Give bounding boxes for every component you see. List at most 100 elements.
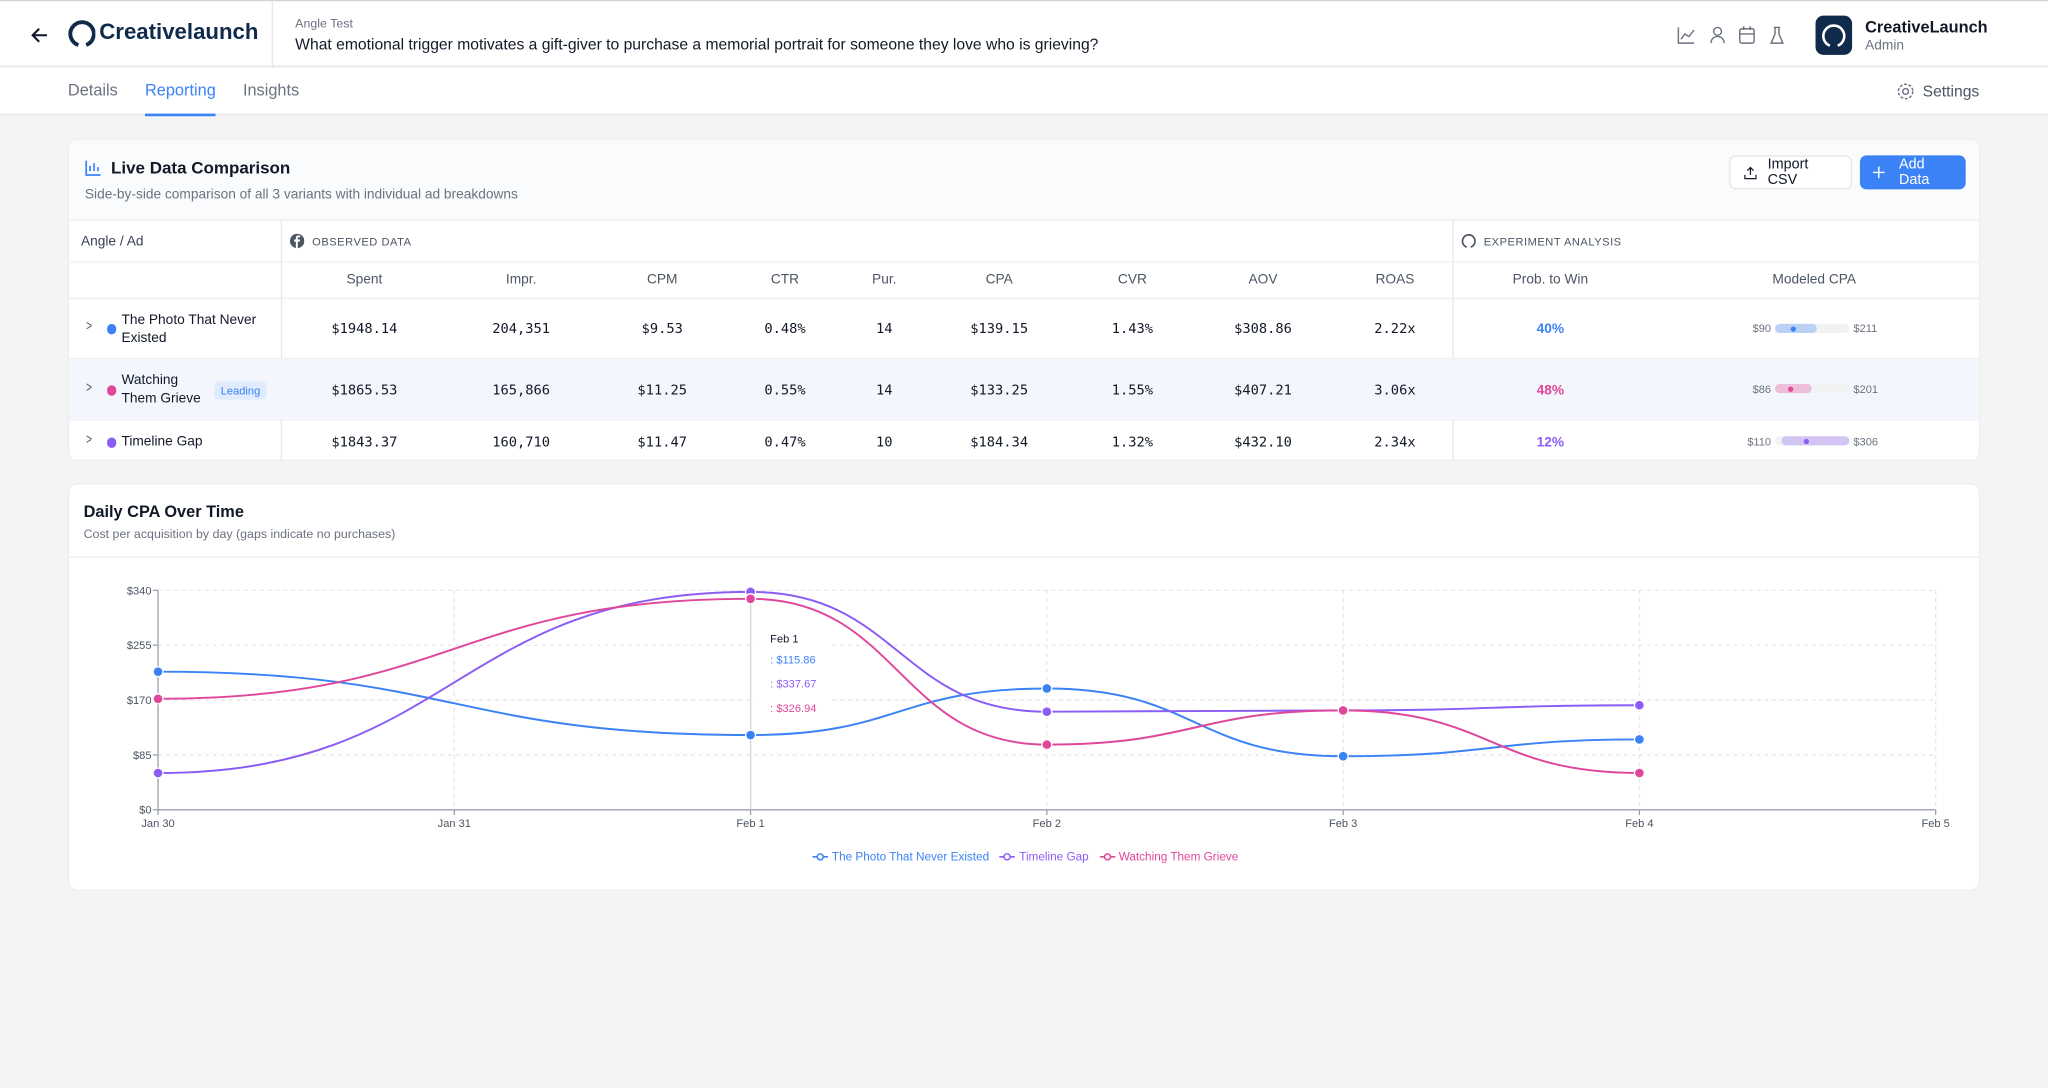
column-divider bbox=[280, 220, 283, 460]
tab[interactable]: Insights bbox=[242, 80, 300, 100]
metric-cell: $11.47 bbox=[637, 434, 687, 450]
y-tick-label: $170 bbox=[127, 695, 152, 707]
cpa-range-track bbox=[1775, 436, 1850, 446]
variant-name[interactable]: Watching Them Grieve bbox=[121, 372, 201, 407]
card-header bbox=[69, 139, 1979, 221]
series-line bbox=[158, 597, 1640, 774]
cpa-range bbox=[1781, 436, 1850, 446]
tab[interactable]: Reporting bbox=[144, 80, 217, 117]
y-tick-label: $0 bbox=[139, 805, 151, 817]
metric-cell: $432.10 bbox=[1234, 434, 1292, 450]
divider bbox=[69, 556, 1979, 558]
tooltip-line: : $337.67 bbox=[770, 679, 816, 691]
back-button[interactable] bbox=[30, 26, 48, 44]
column-header: CPM bbox=[646, 271, 678, 288]
variant-name[interactable]: The Photo That Never Existed bbox=[121, 311, 257, 346]
metric-cell: $139.15 bbox=[970, 321, 1029, 337]
logo-text: Creativelaunch bbox=[99, 19, 259, 45]
legend-item[interactable]: Watching Them Grieve bbox=[1099, 850, 1238, 863]
x-tick-label: Feb 1 bbox=[736, 818, 764, 830]
avatar[interactable] bbox=[1815, 15, 1853, 55]
logo-icon bbox=[68, 20, 96, 47]
x-tick-label: Jan 30 bbox=[141, 818, 174, 830]
import-csv-button[interactable]: Import CSV bbox=[1729, 155, 1853, 190]
column-header: CTR bbox=[770, 271, 800, 288]
facebook-icon bbox=[289, 233, 305, 249]
legend-icon bbox=[1099, 853, 1115, 861]
metric-cell: 10 bbox=[875, 434, 893, 450]
metric-cell: 1.43% bbox=[1111, 321, 1154, 337]
data-point bbox=[1337, 704, 1349, 717]
table-row: > Timeline Gap $1843.37 160,710 $11.47 0.47% 1… bbox=[69, 419, 1979, 459]
chart-card: Daily CPA Over Time Cost per acquisition… bbox=[67, 483, 1981, 891]
button-label: Import CSV bbox=[1767, 156, 1809, 189]
settings-icon[interactable] bbox=[1896, 82, 1914, 100]
expand-toggle[interactable]: > bbox=[86, 431, 93, 448]
cpa-range bbox=[1775, 323, 1817, 333]
x-tick-label: Feb 5 bbox=[1921, 818, 1949, 830]
metric-cell: $184.34 bbox=[970, 434, 1029, 450]
analysis-icon bbox=[1461, 234, 1476, 248]
data-point bbox=[744, 593, 757, 605]
cpa-max: $211 bbox=[1853, 321, 1878, 335]
cpa-range bbox=[1775, 383, 1812, 394]
data-point bbox=[1041, 738, 1053, 751]
data-point bbox=[152, 767, 164, 779]
column-header: AOV bbox=[1248, 271, 1278, 288]
legend-item[interactable]: Timeline Gap bbox=[999, 850, 1089, 864]
metric-cell: $407.21 bbox=[1234, 382, 1292, 398]
modeled-cpa: $90 $211 bbox=[1745, 321, 1878, 335]
legend-label: Watching Them Grieve bbox=[1118, 850, 1239, 864]
toolbar-icons[interactable] bbox=[1677, 26, 1795, 44]
user-role: Admin bbox=[1865, 37, 1905, 54]
add-data-button[interactable]: Add Data bbox=[1859, 155, 1966, 190]
cpa-point bbox=[1788, 386, 1794, 392]
metric-cell: 204,351 bbox=[492, 321, 551, 337]
data-point bbox=[1633, 733, 1646, 746]
legend-item[interactable]: The Photo That Never Existed bbox=[812, 850, 989, 863]
comparison-card: Live Data Comparison Side-by-side compar… bbox=[67, 138, 1981, 462]
tooltip: Feb 1: $115.86: $337.67: $326.94 bbox=[754, 621, 831, 721]
x-tick-label: Feb 4 bbox=[1625, 818, 1653, 830]
prob-to-win: 48% bbox=[1536, 382, 1565, 398]
user-name: CreativeLaunch bbox=[1865, 18, 1988, 37]
legend-label: Timeline Gap bbox=[1019, 850, 1089, 864]
column-divider bbox=[1452, 220, 1454, 460]
column-header: Pur. bbox=[872, 271, 897, 288]
row-divider bbox=[69, 261, 1979, 263]
metric-cell: 0.47% bbox=[764, 434, 806, 450]
metric-cell: $1843.37 bbox=[331, 434, 398, 450]
tab[interactable]: Details bbox=[67, 80, 118, 100]
metric-cell: $1865.53 bbox=[331, 382, 398, 398]
column-header: Modeled CPA bbox=[1772, 271, 1857, 288]
cpa-range-track bbox=[1775, 383, 1850, 394]
card-subtitle: Side-by-side comparison of all 3 variant… bbox=[84, 186, 518, 203]
data-point bbox=[152, 693, 164, 705]
angle-question: What emotional trigger motivates a gift-… bbox=[295, 35, 1099, 54]
legend-dot bbox=[1003, 853, 1012, 861]
settings-link[interactable]: Settings bbox=[1922, 82, 1980, 101]
variant-name[interactable]: Timeline Gap bbox=[121, 433, 203, 450]
group-header: EXPERIMENT ANALYSIS bbox=[1483, 235, 1622, 249]
legend: The Photo That Never Existed Timeline Gap… bbox=[69, 850, 1979, 864]
data-point bbox=[1633, 699, 1646, 711]
cpa-max: $306 bbox=[1853, 434, 1879, 448]
cpa-min: $110 bbox=[1747, 434, 1772, 448]
variant-dot bbox=[107, 384, 117, 396]
tooltip-line: : $115.86 bbox=[770, 655, 815, 667]
series-line bbox=[158, 590, 1640, 774]
metric-cell: 3.06x bbox=[1374, 382, 1416, 398]
modeled-cpa: $110 $306 bbox=[1745, 434, 1878, 447]
metric-cell: 0.55% bbox=[764, 382, 806, 398]
metric-cell: 14 bbox=[875, 321, 893, 337]
legend-dot bbox=[816, 853, 824, 861]
expand-toggle[interactable]: > bbox=[86, 379, 93, 396]
card-title: Live Data Comparison bbox=[111, 158, 291, 178]
expand-toggle[interactable]: > bbox=[86, 318, 93, 335]
metric-cell: 160,710 bbox=[492, 434, 551, 450]
chart-icon bbox=[85, 160, 101, 176]
y-tick-label: $255 bbox=[127, 640, 152, 652]
prob-to-win: 12% bbox=[1536, 434, 1565, 450]
